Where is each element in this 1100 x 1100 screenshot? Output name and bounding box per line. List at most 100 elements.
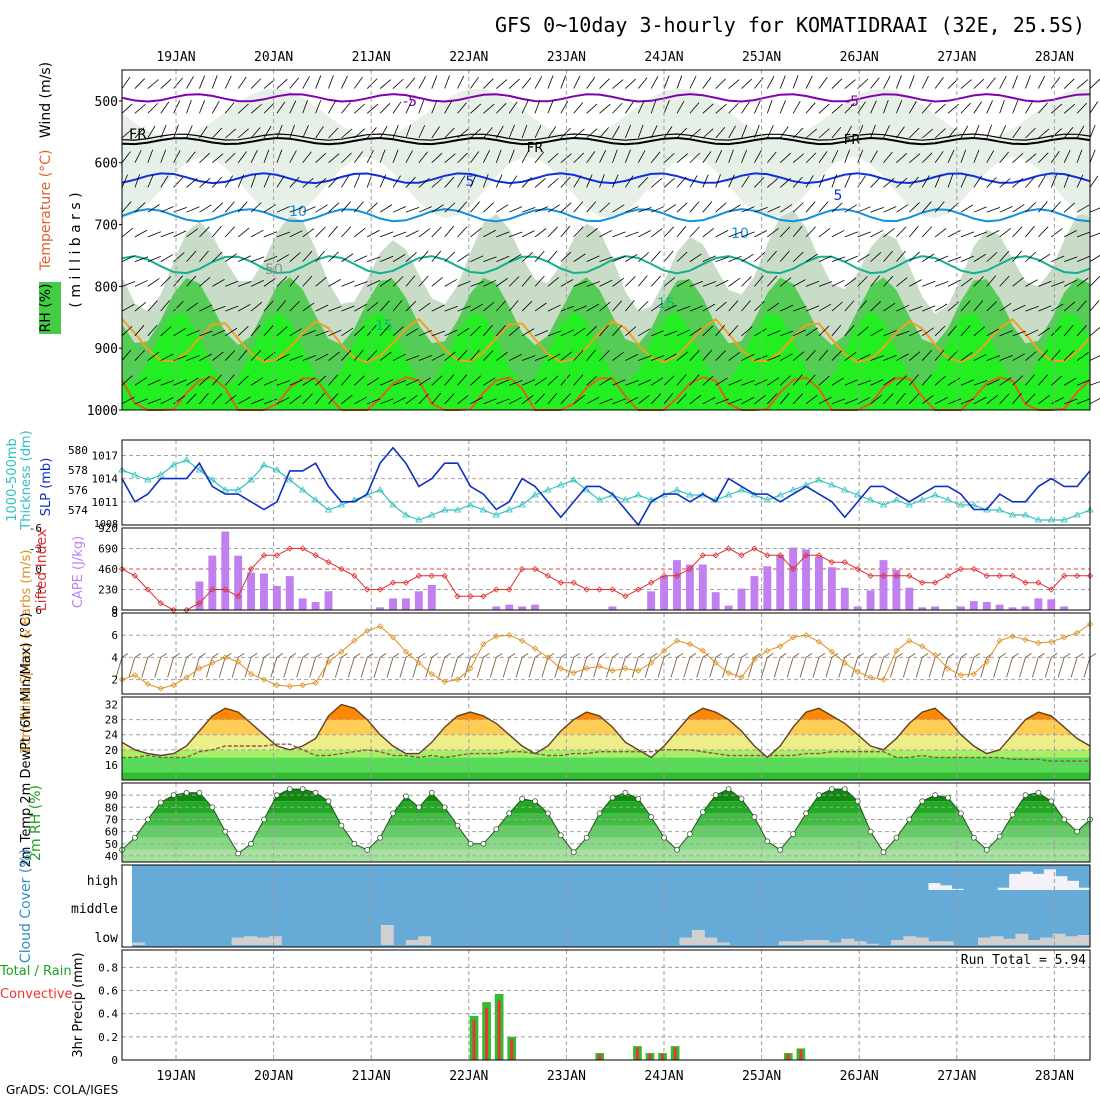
precip-convective-bar (485, 1007, 489, 1060)
wind-barb (224, 102, 235, 114)
wind-barb (250, 256, 265, 263)
wind-barb (767, 355, 781, 361)
wind-barb (896, 100, 903, 114)
wind-barb (650, 178, 663, 188)
wind-barb (857, 354, 871, 361)
wind-barb (870, 251, 882, 262)
wind-barb (689, 226, 700, 238)
wind-barb (237, 128, 249, 139)
wind-barb (947, 279, 961, 287)
wind-barb (470, 103, 482, 114)
wind-speed-marker (777, 643, 784, 650)
wind-barb (921, 175, 930, 188)
wind-barb (663, 204, 677, 213)
surface-wind-barb (1019, 657, 1026, 678)
wind-barb (496, 231, 510, 238)
wind-barb (495, 300, 506, 312)
wind-barb (689, 102, 700, 114)
rh-marker (1074, 828, 1080, 835)
li-marker (712, 552, 719, 559)
wind-speed-marker (338, 648, 345, 655)
wind-barb (392, 231, 407, 238)
wind-barb (1038, 201, 1048, 213)
wind-barb (276, 101, 286, 114)
wind-barb (883, 330, 897, 337)
low-cloud-bar (778, 941, 792, 945)
wind-barb (186, 393, 197, 405)
surface-wind-barb (915, 657, 923, 678)
li-marker (131, 572, 138, 579)
li-marker (777, 552, 784, 559)
wind-barb (663, 177, 675, 188)
rh-marker (428, 789, 435, 796)
wind-barb (818, 174, 825, 188)
wind-barb (1076, 325, 1087, 337)
wind-barb (947, 149, 955, 163)
wind-barb (651, 206, 665, 213)
wind-barb (754, 177, 765, 188)
li-marker (906, 572, 913, 579)
wind-barb (766, 99, 773, 114)
rh-marker (441, 804, 448, 811)
wind-barb (728, 204, 741, 213)
wind-speed-marker (248, 670, 255, 678)
wind-barb (483, 202, 494, 213)
wind-barb (328, 279, 341, 287)
wind-barb (573, 327, 586, 337)
thickness-marker (828, 481, 836, 488)
wind-barb (702, 201, 713, 213)
wind-barb (508, 149, 515, 163)
wind-barb (702, 103, 714, 114)
wind-barb (276, 353, 290, 361)
wind-barb (960, 277, 973, 287)
wind-barb (1038, 102, 1048, 114)
wind-speed-marker (919, 643, 926, 650)
surface-wind-barb (257, 657, 265, 678)
wind-barb (353, 174, 361, 188)
wind-frame (121, 612, 1091, 695)
rh-marker (493, 826, 500, 833)
low-cloud-bar (828, 942, 842, 945)
wind-tick-label: 2 (111, 674, 118, 687)
wind-barb (547, 204, 560, 213)
wind-barb (186, 125, 193, 139)
rh-marker (945, 794, 951, 801)
wind-barb (1051, 255, 1065, 263)
wind-barb (586, 151, 596, 163)
cape-tick-label: 920 (98, 522, 118, 535)
wind-barb (1025, 127, 1036, 139)
wind-barb (276, 276, 288, 287)
wind-barb (676, 153, 688, 164)
precip-tick-label: 0.4 (98, 1008, 118, 1021)
wind-barb (457, 102, 467, 114)
wind-barb (663, 392, 674, 405)
wind-barb (573, 201, 584, 213)
surface-wind-barb (599, 653, 606, 658)
ylabel-cape: CAPE (J/kg) (71, 536, 86, 608)
rh-marker (261, 816, 267, 823)
wind-barb (573, 305, 587, 312)
wind-barb (676, 329, 690, 337)
wind-barb (1076, 79, 1089, 89)
wind-barb (831, 279, 845, 287)
wind-barb (418, 355, 433, 361)
wind-barb (121, 201, 132, 213)
wind-barb (1063, 174, 1070, 188)
wind-barb (715, 398, 729, 405)
cape-frame (121, 527, 1091, 611)
wind-barb (199, 100, 205, 114)
wind-barb (715, 350, 726, 361)
wind-barb (302, 206, 316, 213)
surface-wind-barb (515, 657, 523, 678)
wind-barb (715, 301, 727, 312)
wind-barb (818, 255, 832, 263)
wind-barb (392, 300, 403, 312)
ylabel-wind10m: 10m Wind Speed & Barbs (m/s) (19, 550, 34, 755)
wind-barb (779, 375, 791, 386)
surface-wind-barb (334, 657, 342, 678)
wind-barb (483, 229, 496, 238)
wind-barb (921, 327, 934, 337)
rh-marker (403, 793, 409, 800)
wind-barb (457, 75, 465, 89)
wind-barb (160, 124, 167, 139)
